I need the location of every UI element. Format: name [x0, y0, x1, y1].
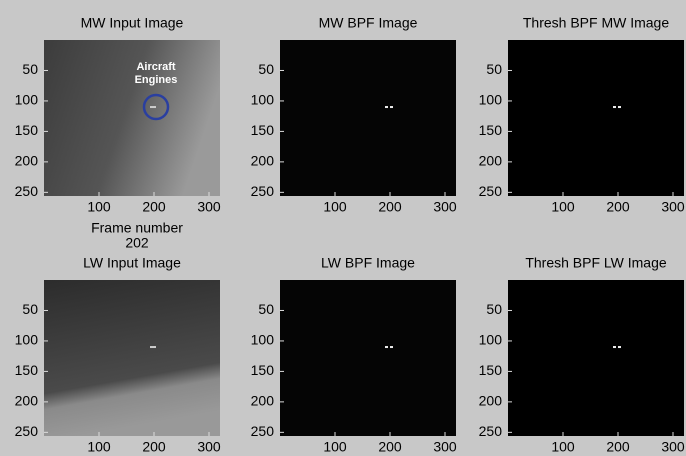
- x-tick-label: 100: [323, 199, 347, 215]
- target-spot: [150, 346, 156, 348]
- x-tick-label: 300: [197, 199, 221, 215]
- y-tick-label: 250: [479, 423, 503, 439]
- y-tick-label: 100: [479, 332, 503, 348]
- target-spot: [390, 106, 393, 108]
- y-tick-label: 200: [251, 153, 275, 169]
- target-spot: [613, 106, 616, 108]
- x-tick-label: 200: [378, 199, 402, 215]
- x-tick-label: 100: [551, 439, 575, 455]
- y-tick-label: 200: [251, 393, 275, 409]
- y-tick-label: 50: [258, 301, 274, 317]
- y-tick-label: 150: [15, 362, 39, 378]
- x-tick-label: 200: [606, 199, 630, 215]
- x-tick-label: 300: [433, 439, 457, 455]
- panel-title: Thresh BPF LW Image: [525, 255, 667, 271]
- y-tick-label: 200: [479, 153, 503, 169]
- y-tick-label: 250: [251, 183, 275, 199]
- x-tick-label: 300: [661, 439, 685, 455]
- y-tick-label: 250: [251, 423, 275, 439]
- image: [280, 40, 456, 196]
- panel-title: MW BPF Image: [319, 15, 418, 31]
- target-spot: [618, 346, 621, 348]
- x-tick-label: 100: [87, 439, 111, 455]
- target-spot: [613, 346, 616, 348]
- y-tick-label: 100: [15, 92, 39, 108]
- x-tick-label: 200: [142, 439, 166, 455]
- page: {"chart_data": [ {"type": "image", "titl…: [0, 0, 686, 456]
- image: [280, 280, 456, 436]
- panel-title: LW BPF Image: [321, 255, 415, 271]
- x-tick-label: 300: [433, 199, 457, 215]
- image: [44, 280, 220, 436]
- x-tick-label: 200: [606, 439, 630, 455]
- y-tick-label: 100: [251, 92, 275, 108]
- image: [44, 40, 220, 196]
- y-tick-label: 250: [15, 183, 39, 199]
- y-tick-label: 250: [479, 183, 503, 199]
- target-spot: [385, 346, 388, 348]
- y-tick-label: 50: [258, 61, 274, 77]
- x-tick-label: 100: [551, 199, 575, 215]
- y-tick-label: 200: [15, 153, 39, 169]
- image: [508, 280, 684, 436]
- image: [508, 40, 684, 196]
- x-tick-label: 200: [142, 199, 166, 215]
- y-tick-label: 150: [251, 122, 275, 138]
- y-tick-label: 50: [486, 61, 502, 77]
- y-tick-label: 50: [22, 61, 38, 77]
- panel-title: LW Input Image: [83, 255, 181, 271]
- frame-label: Frame number: [91, 220, 183, 236]
- x-tick-label: 200: [378, 439, 402, 455]
- y-tick-label: 50: [486, 301, 502, 317]
- panel-title: MW Input Image: [81, 15, 184, 31]
- y-tick-label: 100: [479, 92, 503, 108]
- y-tick-label: 150: [15, 122, 39, 138]
- x-tick-label: 300: [197, 439, 221, 455]
- y-tick-label: 200: [479, 393, 503, 409]
- y-tick-label: 200: [15, 393, 39, 409]
- y-tick-label: 150: [479, 122, 503, 138]
- figure: Frame number 202 MW Input Image 100 200 300…: [0, 0, 686, 456]
- x-tick-label: 300: [661, 199, 685, 215]
- y-tick-label: 150: [479, 362, 503, 378]
- x-tick-label: 100: [323, 439, 347, 455]
- y-tick-label: 50: [22, 301, 38, 317]
- frame-number: 202: [125, 235, 149, 251]
- y-tick-label: 150: [251, 362, 275, 378]
- target-spot: [390, 346, 393, 348]
- y-tick-label: 100: [15, 332, 39, 348]
- target-spot: [150, 106, 156, 108]
- y-tick-label: 100: [251, 332, 275, 348]
- panel-title: Thresh BPF MW Image: [523, 15, 669, 31]
- x-tick-label: 100: [87, 199, 111, 215]
- annotation: Aircraft: [136, 61, 175, 73]
- y-tick-label: 250: [15, 423, 39, 439]
- target-spot: [385, 106, 388, 108]
- annotation: Engines: [135, 74, 178, 86]
- target-spot: [618, 106, 621, 108]
